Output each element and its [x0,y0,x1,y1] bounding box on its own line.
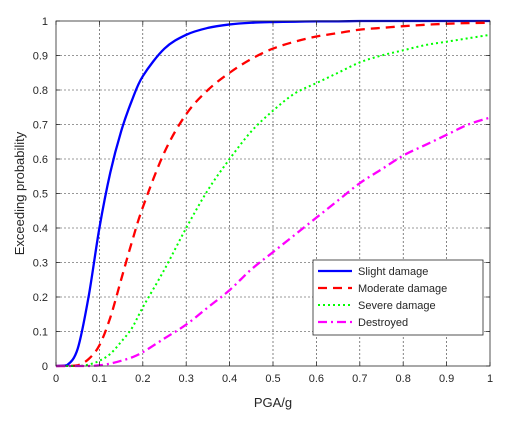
y-axis-ticks: 0 0.1 0.2 0.3 0.4 0.5 0.6 0.7 0.8 0.9 1 [33,16,490,373]
y-tick-label: 0.4 [33,223,48,235]
y-tick-label: 1 [42,16,48,28]
series-line-2 [56,21,491,368]
x-tick-label: 0.4 [222,373,237,385]
y-tick-label: 0.2 [33,292,48,304]
y-tick-label: 0.1 [33,327,48,339]
legend: Slight damage Moderate damage Severe damag… [312,259,484,336]
x-tick-label: 0.7 [352,373,367,385]
x-axis-ticks: 0 0.1 0.2 0.3 0.4 0.5 0.6 0.7 0.8 0.9 1 [53,21,493,385]
y-tick-label: 0.9 [33,51,48,63]
legend-entry: Slight damage [358,266,428,278]
x-tick-label: 0.2 [135,373,150,385]
legend-entry: Moderate damage [358,283,447,295]
series-line-3 [56,33,491,367]
x-tick-label: 0.1 [92,373,107,385]
x-tick-label: 0.6 [309,373,324,385]
y-tick-label: 0.3 [33,258,48,270]
y-axis-label: Exceeding probability [12,131,27,255]
y-tick-label: 0.7 [33,120,48,132]
x-tick-label: 0.3 [179,373,194,385]
y-tick-label: 0.6 [33,154,48,166]
x-tick-label: 0.9 [439,373,454,385]
y-tick-label: 0.8 [33,85,48,97]
x-tick-label: 0.5 [265,373,280,385]
y-tick-label: 0.5 [33,189,48,201]
x-tick-label: 0.8 [396,373,411,385]
legend-entry: Severe damage [358,300,436,312]
x-tick-label: 1 [487,373,493,385]
legend-entry: Destroyed [358,317,408,329]
x-axis-label: PGA/g [254,395,292,410]
y-tick-label: 0 [42,361,48,373]
x-tick-label: 0 [53,373,59,385]
